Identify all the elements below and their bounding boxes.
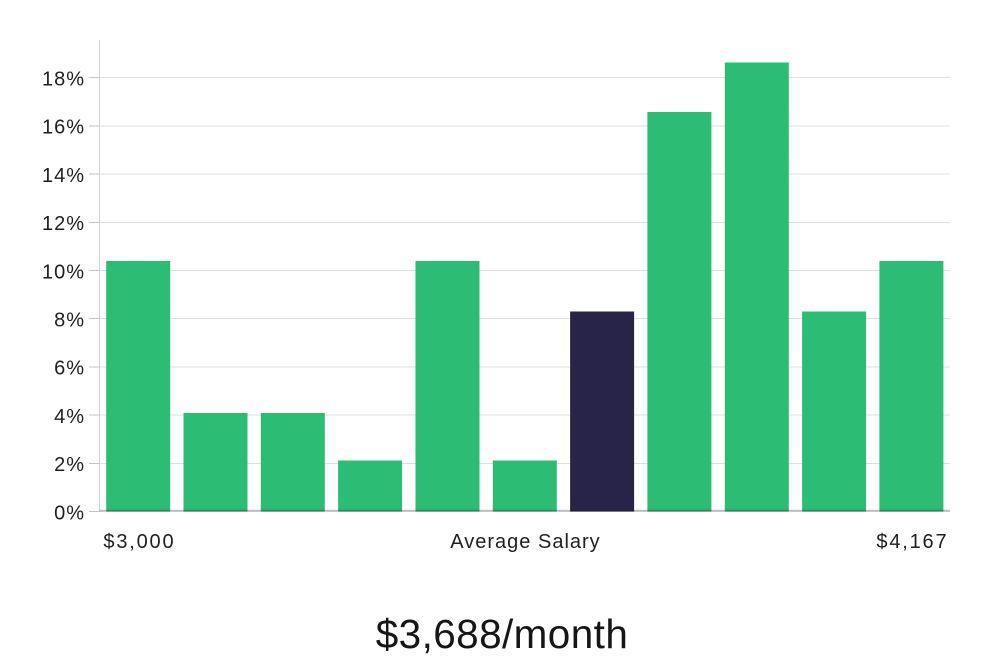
svg-text:$4,167: $4,167 [876, 531, 948, 553]
svg-text:4%: 4% [54, 406, 85, 428]
svg-text:8%: 8% [54, 310, 85, 332]
svg-text:$3,000: $3,000 [103, 531, 175, 553]
svg-text:6%: 6% [54, 358, 85, 380]
svg-text:12%: 12% [42, 213, 85, 235]
svg-text:10%: 10% [42, 261, 85, 283]
svg-text:14%: 14% [42, 165, 85, 187]
svg-text:2%: 2% [54, 454, 85, 476]
svg-text:0%: 0% [54, 502, 85, 524]
svg-text:Average Salary: Average Salary [450, 531, 600, 553]
svg-text:$3,688/month: $3,688/month [376, 611, 629, 657]
svg-text:18%: 18% [42, 69, 85, 91]
svg-text:16%: 16% [42, 117, 85, 139]
